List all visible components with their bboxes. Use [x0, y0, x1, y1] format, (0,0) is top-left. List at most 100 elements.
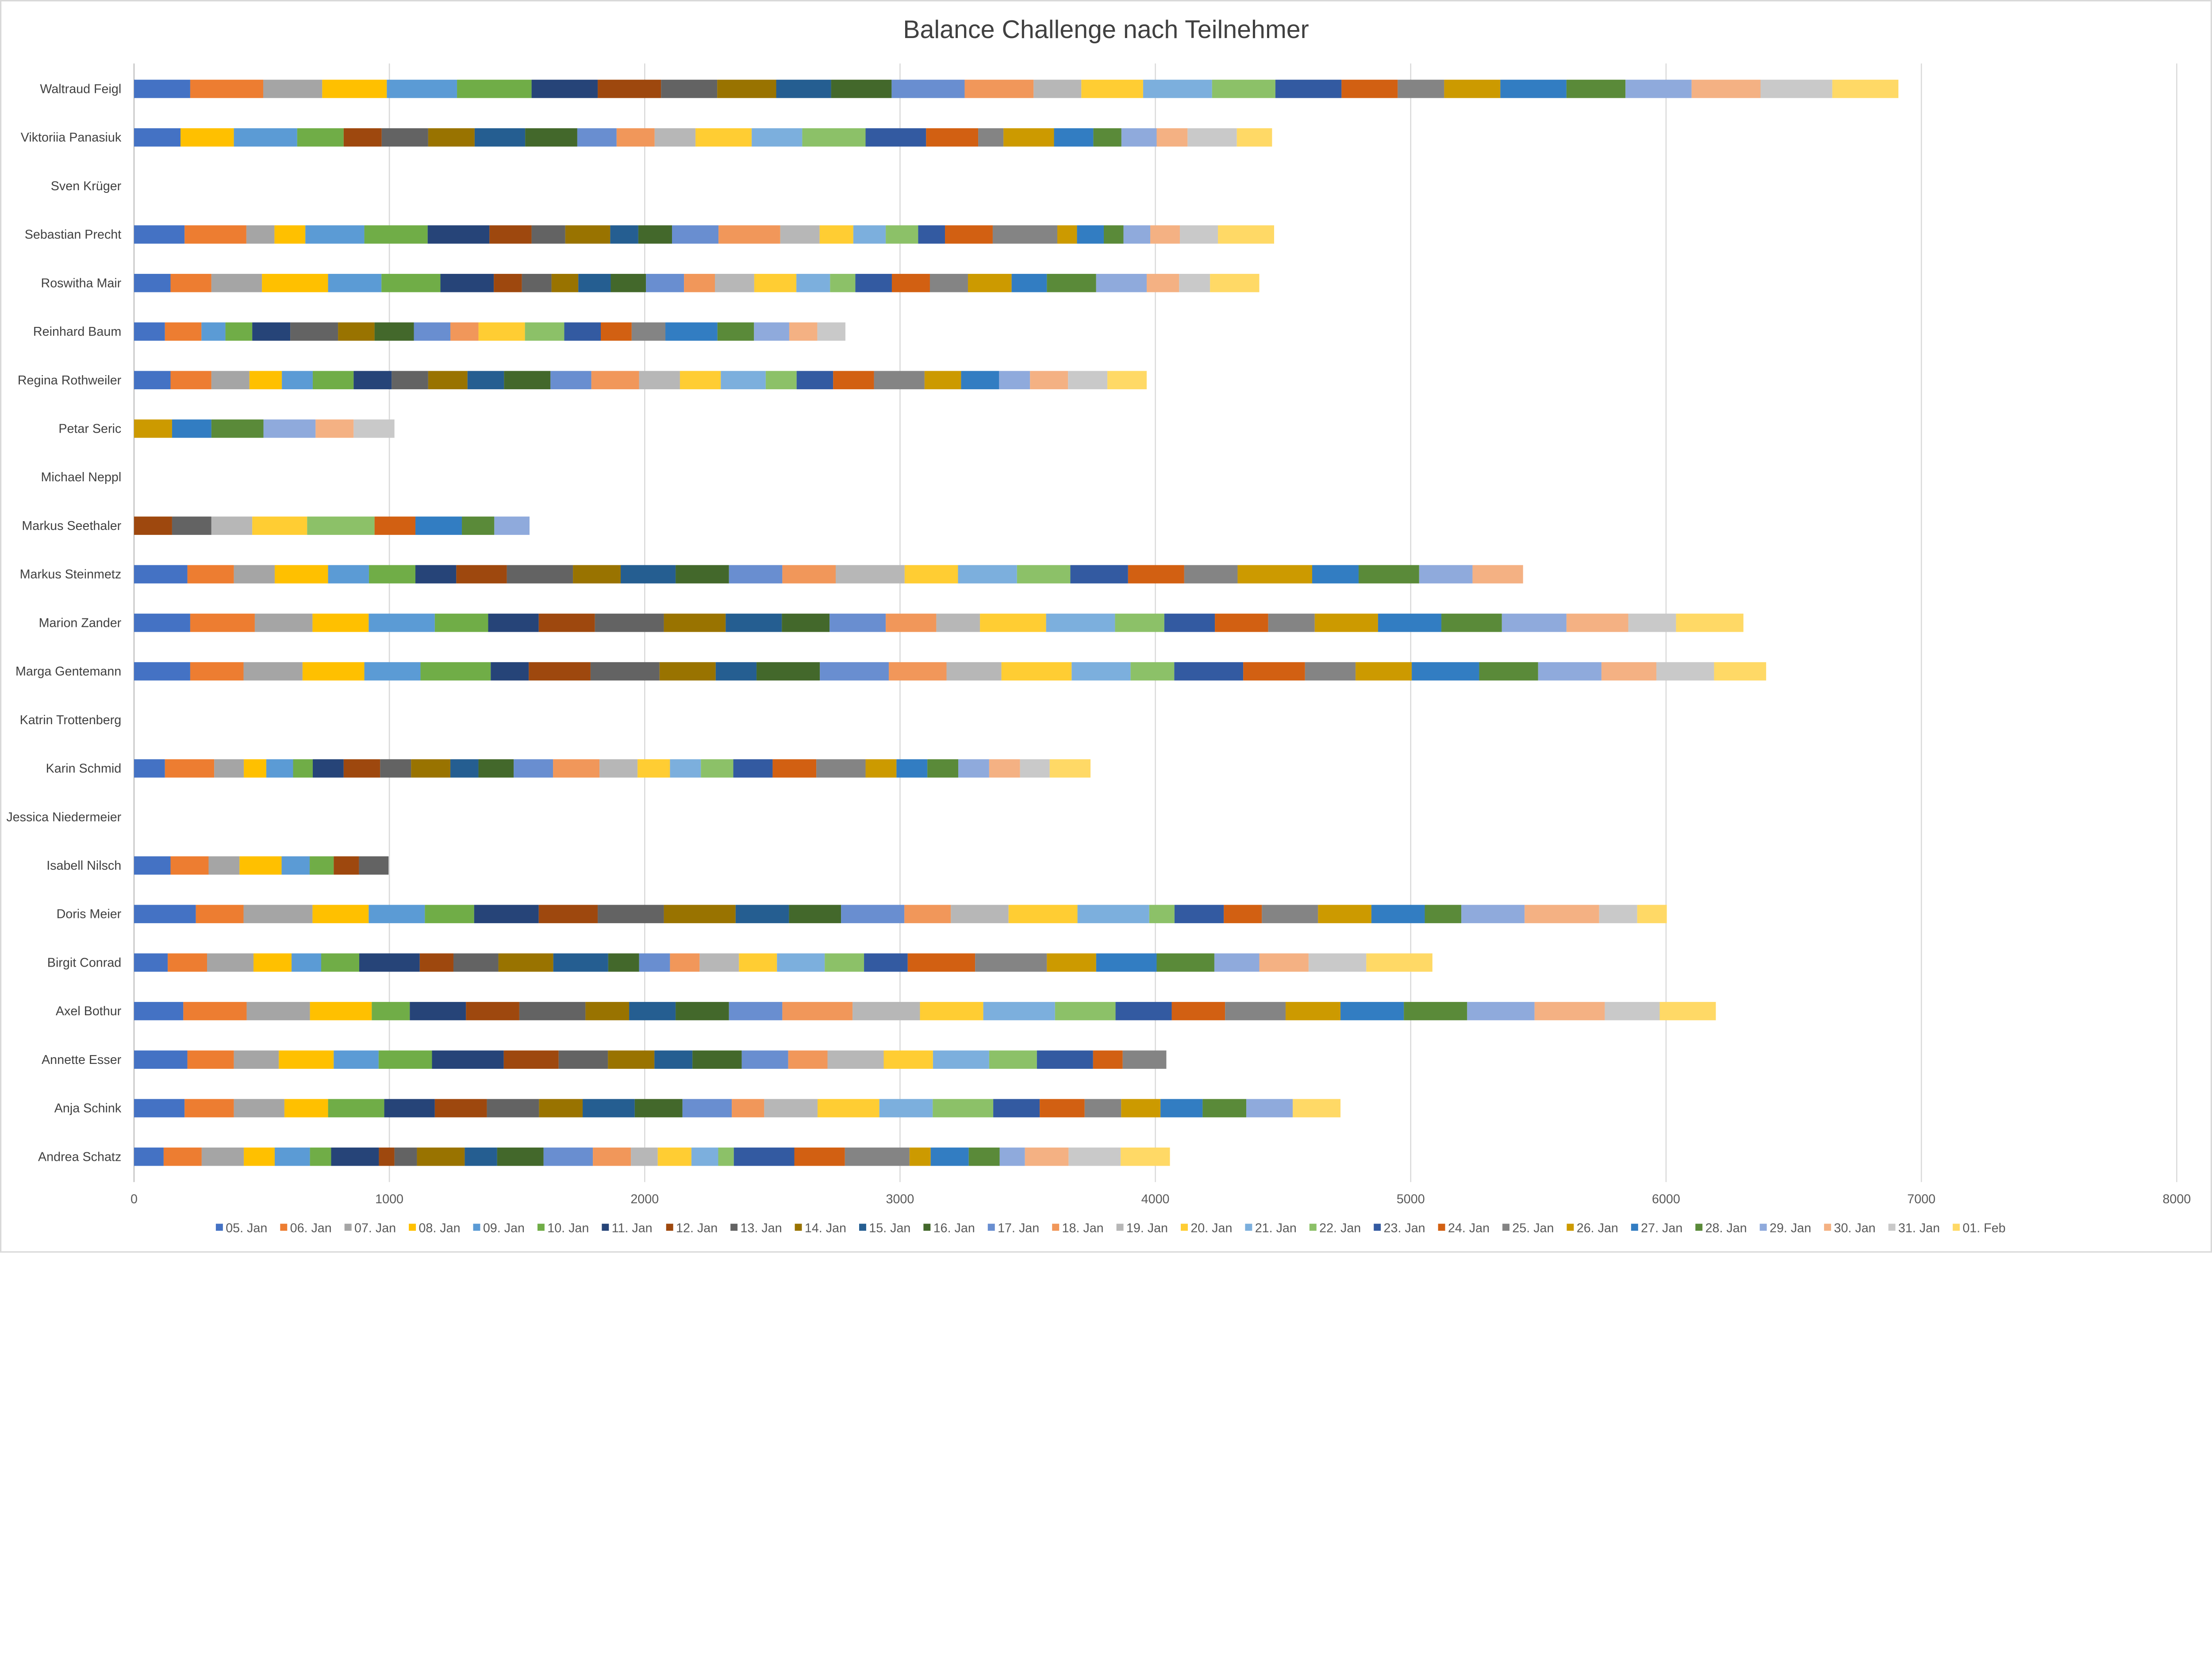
bar-segment	[855, 274, 892, 292]
legend-swatch	[1759, 1224, 1767, 1231]
bar-segment	[214, 759, 244, 778]
bar-segment	[478, 759, 514, 778]
bar-segment	[1093, 1050, 1123, 1069]
bar-segment	[322, 80, 387, 98]
x-tick-label: 0	[131, 1192, 138, 1206]
bar-segment	[343, 128, 382, 147]
bar-segment	[817, 322, 845, 341]
bar-segment	[853, 225, 886, 244]
bar-segment	[310, 1148, 331, 1166]
bar-segment	[1057, 225, 1077, 244]
bar-segment	[999, 371, 1030, 389]
bar-segment	[293, 759, 313, 778]
bar-segment	[835, 565, 905, 583]
bar-segment	[172, 419, 211, 438]
bar-segment	[930, 1148, 969, 1166]
bar-segment	[1202, 1099, 1247, 1117]
bar-segment	[338, 322, 375, 341]
bar-segment	[312, 614, 369, 632]
bar-segment	[1033, 80, 1082, 98]
bar-segment	[134, 953, 168, 972]
bar-segment	[865, 128, 926, 147]
bar-segment	[302, 662, 365, 681]
bar-segment	[462, 516, 495, 535]
category-label: Doris Meier	[57, 907, 122, 921]
bar-segment	[945, 225, 993, 244]
bar-segment	[733, 1148, 795, 1166]
bar-segment	[328, 565, 369, 583]
bar-segment	[374, 516, 415, 535]
bar-segment	[514, 759, 553, 778]
bar-segment	[453, 953, 499, 972]
bar-segment	[646, 274, 684, 292]
bar-segment	[933, 1099, 994, 1117]
bar-segment	[201, 1148, 244, 1166]
legend-label: 14. Jan	[805, 1221, 846, 1235]
bar-segment	[312, 905, 369, 923]
legend-label: 11. Jan	[612, 1221, 653, 1235]
bar-segment	[359, 856, 389, 875]
legend-label: 29. Jan	[1770, 1221, 1811, 1235]
bar-segment	[190, 662, 244, 681]
bar-segment	[909, 1148, 931, 1166]
category-label: Isabell Nilsch	[46, 859, 121, 873]
bar-segment	[134, 662, 190, 681]
bar-segment	[1096, 953, 1157, 972]
bar-segment	[676, 1002, 729, 1021]
x-tick-label: 6000	[1652, 1192, 1680, 1206]
bar-segment	[717, 80, 776, 98]
bar-segment	[211, 516, 253, 535]
bar-segment	[372, 1002, 410, 1021]
bar-segment	[593, 1148, 631, 1166]
bar-segment	[631, 322, 666, 341]
legend-label: 12. Jan	[676, 1221, 718, 1235]
bar-segment	[754, 322, 789, 341]
category-label: Andrea Schatz	[38, 1150, 121, 1164]
bar-segment	[1040, 1099, 1085, 1117]
legend-label: 19. Jan	[1126, 1221, 1168, 1235]
bar-segment	[830, 274, 856, 292]
bar-segment	[281, 856, 310, 875]
bar-segment	[989, 759, 1020, 778]
bar-segment	[729, 565, 783, 583]
bar-segment	[889, 662, 947, 681]
legend-swatch	[1245, 1224, 1252, 1231]
bar-segment	[999, 1148, 1025, 1166]
bar-segment	[504, 371, 551, 389]
bar-segment	[1081, 80, 1143, 98]
legend-label: 08. Jan	[419, 1221, 460, 1235]
bar-segment	[1659, 1002, 1716, 1021]
bar-segment	[134, 225, 185, 244]
bar-segment	[134, 1002, 184, 1021]
bar-segment	[1049, 759, 1091, 778]
bar-segment	[1077, 905, 1149, 923]
bar-segment	[989, 1050, 1037, 1069]
bar-segment	[494, 516, 530, 535]
bar-segment	[134, 128, 180, 147]
bar-segment	[478, 322, 525, 341]
bar-segment	[1143, 80, 1212, 98]
category-label: Birgit Conrad	[47, 956, 121, 970]
bar-segment	[244, 759, 266, 778]
bar-segment	[951, 905, 1009, 923]
bar-segment	[364, 225, 428, 244]
bar-segment	[1832, 80, 1899, 98]
bar-segment	[170, 371, 211, 389]
bar-segment	[456, 565, 507, 583]
bar-segment	[369, 565, 415, 583]
bar-segment	[392, 371, 428, 389]
bar-segment	[1425, 905, 1462, 923]
chart-title: Balance Challenge nach Teilnehmer	[903, 15, 1309, 44]
category-label: Axel Bothur	[56, 1004, 122, 1018]
bar-segment	[1566, 80, 1626, 98]
bar-segment	[583, 1099, 635, 1117]
legend-swatch	[473, 1224, 480, 1231]
bar-segment	[1096, 274, 1147, 292]
bar-segment	[717, 322, 754, 341]
bar-segment	[465, 1148, 497, 1166]
legend-swatch	[1567, 1224, 1574, 1231]
bar-segment	[1404, 1002, 1467, 1021]
bar-segment	[1237, 128, 1272, 147]
bar-segment	[531, 80, 598, 98]
legend-label: 27. Jan	[1641, 1221, 1682, 1235]
